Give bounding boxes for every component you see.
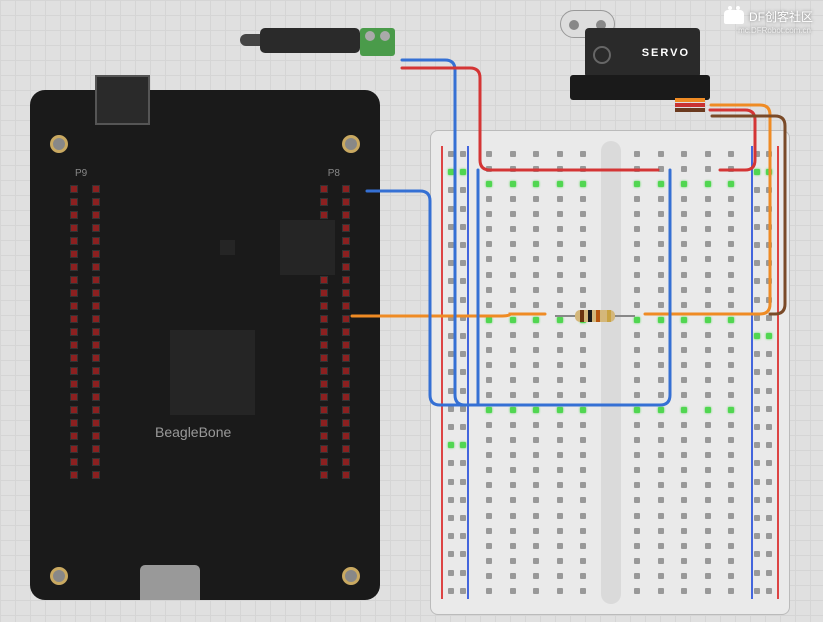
resistor <box>560 310 630 322</box>
board-label: BeagleBone <box>155 424 231 440</box>
rail-negative <box>751 146 753 599</box>
chip <box>220 240 235 255</box>
mounting-hole <box>342 135 360 153</box>
resistor-body <box>575 310 615 322</box>
watermark: DF创客社区 <box>724 8 813 25</box>
jack-body <box>260 28 360 53</box>
rail-positive <box>441 146 443 599</box>
resistor-lead <box>615 315 635 317</box>
resistor-band <box>607 310 611 322</box>
resistor-band <box>596 310 600 322</box>
dc-power-jack <box>260 28 410 58</box>
mounting-hole <box>50 135 68 153</box>
chip <box>280 220 335 275</box>
chip <box>170 330 255 415</box>
main-holes-right <box>634 151 734 594</box>
terminal-screw <box>365 31 375 41</box>
horn-hole <box>569 20 579 30</box>
watermark-text: DF创客社区 <box>749 8 813 25</box>
terminal-screw <box>380 31 390 41</box>
resistor-lead <box>555 315 575 317</box>
rail-holes-right <box>754 151 772 594</box>
breadboard <box>430 130 790 615</box>
mounting-hole <box>50 567 68 585</box>
servo-wires <box>675 98 705 113</box>
servo-motor: SERVO <box>555 10 700 105</box>
p9-label: P9 <box>75 168 87 179</box>
resistor-band <box>588 310 592 322</box>
ethernet-port <box>95 75 150 125</box>
rail-holes-left <box>448 151 466 594</box>
p8-label: P8 <box>328 168 340 179</box>
servo-wire-vcc <box>675 103 705 107</box>
watermark-url: mc.DFRobot.com.cn <box>738 26 811 35</box>
rail-negative <box>467 146 469 599</box>
usb-port <box>140 565 200 600</box>
servo-wire-gnd <box>675 108 705 112</box>
jack-terminal <box>360 28 395 56</box>
servo-mount <box>570 75 710 100</box>
servo-label: SERVO <box>642 47 690 59</box>
beaglebone-board: P9 P8 BeagleBone <box>30 90 380 600</box>
servo-wire-signal <box>675 98 705 102</box>
resistor-band <box>580 310 584 322</box>
breadboard-divider <box>601 141 621 604</box>
main-holes-left <box>486 151 586 594</box>
servo-body: SERVO <box>585 28 700 78</box>
robot-icon <box>724 10 744 24</box>
rail-positive <box>777 146 779 599</box>
header-p9 <box>70 185 100 580</box>
